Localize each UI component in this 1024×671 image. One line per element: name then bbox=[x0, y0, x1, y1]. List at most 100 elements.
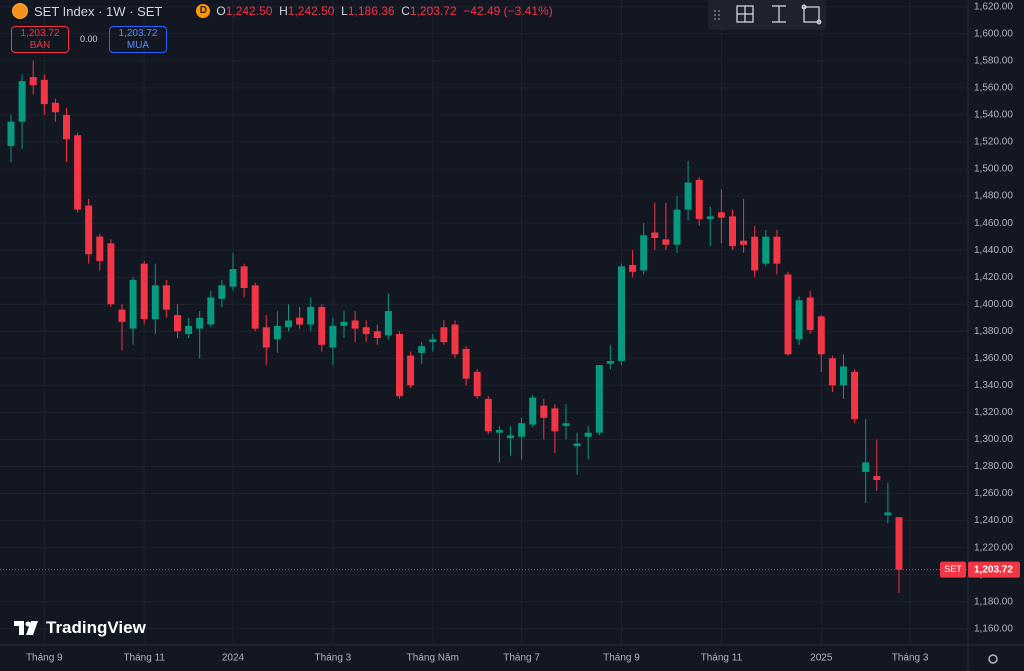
y-tick-label: 1,560.00 bbox=[974, 83, 1013, 94]
x-tick-label: Tháng 9 bbox=[26, 653, 63, 664]
y-tick-label: 1,620.00 bbox=[974, 1, 1013, 12]
y-tick-label: 1,160.00 bbox=[974, 623, 1013, 634]
y-tick-label: 1,260.00 bbox=[974, 488, 1013, 499]
candle-body bbox=[207, 297, 215, 325]
symbol-title[interactable]: SET Index · 1W · SET bbox=[34, 3, 163, 19]
candle-body bbox=[806, 297, 814, 330]
ohlc-value: 1,186.36 bbox=[347, 4, 395, 18]
candle-body bbox=[296, 317, 304, 325]
y-tick-label: 1,420.00 bbox=[974, 272, 1013, 283]
watermark-logo bbox=[14, 621, 38, 635]
ohlc-key: C bbox=[401, 4, 410, 18]
tool-icon[interactable] bbox=[801, 4, 822, 25]
candle-body bbox=[285, 320, 292, 328]
x-tick-label: Tháng 11 bbox=[123, 653, 165, 664]
symbol-icon bbox=[12, 3, 28, 19]
candle-body bbox=[784, 274, 792, 355]
x-tick-label: Tháng 7 bbox=[503, 653, 540, 664]
candle-body bbox=[762, 236, 770, 264]
y-tick-label: 1,600.00 bbox=[974, 28, 1013, 39]
candle-body bbox=[817, 316, 825, 355]
y-tick-label: 1,480.00 bbox=[974, 191, 1013, 202]
x-tick-label: Tháng 11 bbox=[701, 653, 743, 664]
candle-body bbox=[540, 405, 548, 418]
change: −42.49 (−3.41%) bbox=[463, 4, 553, 18]
candle-body bbox=[751, 236, 759, 271]
candle-body bbox=[529, 397, 537, 425]
watermark-text: TradingView bbox=[46, 618, 146, 637]
candle-body bbox=[862, 462, 870, 472]
candle-body bbox=[74, 135, 82, 210]
candle-body bbox=[51, 102, 59, 113]
candle-body bbox=[673, 209, 681, 245]
candle-body bbox=[63, 114, 70, 140]
toolbar-icons bbox=[714, 4, 822, 25]
candle-body bbox=[595, 365, 603, 433]
candle-body bbox=[240, 266, 248, 289]
sell-price: 1,203.72 bbox=[20, 28, 60, 39]
candle-body bbox=[151, 285, 159, 320]
candle-body bbox=[340, 321, 348, 326]
candle-body bbox=[7, 121, 15, 147]
legend-header: SET Index · 1W · SET D O1,242.50 H1,242.… bbox=[12, 3, 553, 19]
candle-body bbox=[440, 327, 448, 343]
candle-body bbox=[129, 279, 137, 329]
candle-body bbox=[706, 216, 714, 220]
candle-body bbox=[329, 325, 337, 348]
candle-body bbox=[118, 309, 126, 322]
spread: 0.00 bbox=[80, 34, 98, 44]
candle-body bbox=[684, 182, 692, 210]
badge: D bbox=[196, 4, 211, 18]
ohlc-value: 1,203.72 bbox=[409, 4, 457, 18]
candle-body bbox=[573, 443, 581, 447]
sell-button[interactable]: 1,203.72 BÁN bbox=[11, 26, 69, 53]
tool-icon[interactable] bbox=[736, 5, 754, 23]
x-tick-label: Tháng 3 bbox=[892, 653, 929, 664]
ohlc-key: O bbox=[216, 4, 226, 18]
watermark: TradingView bbox=[14, 618, 146, 638]
candle-body bbox=[196, 317, 204, 329]
candle-body bbox=[418, 346, 426, 353]
candle-body bbox=[307, 306, 315, 325]
ohlc-key: L bbox=[341, 4, 348, 18]
sell-label: BÁN bbox=[29, 40, 51, 51]
y-tick-label: 1,360.00 bbox=[974, 353, 1013, 364]
ohlc-value: 1,242.50 bbox=[225, 4, 273, 18]
y-tick-label: 1,340.00 bbox=[974, 380, 1013, 391]
drag-handle bbox=[714, 10, 720, 20]
buy-button[interactable]: 1,203.72 MUA bbox=[109, 26, 167, 53]
candle-body bbox=[828, 358, 836, 386]
candle-body bbox=[507, 435, 514, 439]
buy-label: MUA bbox=[126, 40, 150, 51]
candle-body bbox=[407, 355, 415, 386]
candle-body bbox=[384, 311, 392, 336]
candle-body bbox=[729, 216, 736, 247]
candle-body bbox=[462, 348, 470, 379]
candle-body bbox=[873, 475, 881, 481]
candle-body bbox=[429, 339, 437, 343]
y-tick-label: 1,180.00 bbox=[974, 596, 1013, 607]
candle-body bbox=[606, 361, 614, 364]
x-tick-label: 2025 bbox=[810, 653, 833, 664]
tool-icon[interactable] bbox=[772, 5, 786, 23]
candle-body bbox=[373, 331, 381, 339]
candle-body bbox=[618, 266, 625, 362]
candle-body bbox=[884, 512, 892, 516]
last-price-label: 1,203.72 bbox=[974, 564, 1013, 575]
candle-body bbox=[107, 243, 115, 305]
candle-body bbox=[396, 333, 403, 397]
candle-body bbox=[229, 269, 237, 287]
ohlc-value: 1,242.50 bbox=[287, 4, 335, 18]
last-price-box bbox=[968, 561, 1020, 578]
candle-body bbox=[740, 240, 748, 245]
y-tick-label: 1,400.00 bbox=[974, 299, 1013, 310]
candle-body bbox=[651, 232, 659, 238]
y-tick-label: 1,460.00 bbox=[974, 218, 1013, 229]
candle-body bbox=[351, 320, 359, 329]
x-tick-label: 2024 bbox=[222, 653, 245, 664]
candle-body bbox=[495, 430, 503, 433]
y-tick-label: 1,440.00 bbox=[974, 245, 1013, 256]
candle-body bbox=[218, 285, 226, 299]
candle-body bbox=[96, 236, 104, 261]
